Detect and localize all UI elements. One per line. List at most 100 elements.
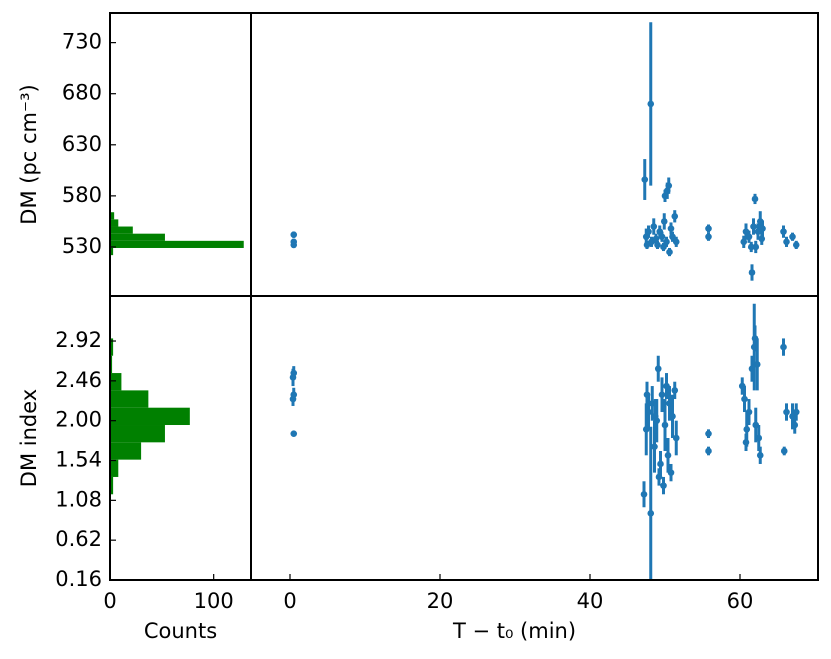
point [640,490,648,498]
point [652,235,660,243]
bar [110,338,114,356]
bar [110,247,114,256]
frame [250,295,819,581]
point [658,391,666,399]
bar [110,233,165,241]
point [740,238,748,246]
point [705,430,712,437]
point [745,233,753,241]
y-axis-label: DM index [17,389,41,487]
point [657,460,664,468]
bar [110,442,142,460]
point [650,223,658,230]
point [791,421,799,429]
bar [110,407,190,426]
point [661,421,669,429]
point [645,228,652,235]
point [705,233,712,241]
point [660,218,668,225]
point [660,243,667,251]
point [651,443,658,450]
point [671,387,679,394]
point [290,238,298,246]
point [654,365,662,373]
y-tick-label: 2.46 [55,368,102,392]
point [783,408,790,416]
point [667,225,675,232]
point [789,233,796,241]
point [705,447,712,455]
point [647,100,655,108]
frame [109,12,252,297]
point [658,233,666,241]
bar [110,212,115,220]
y-tick-label: 1.54 [55,448,102,472]
point [290,231,298,239]
point [672,238,680,246]
panel [110,338,190,495]
point [647,510,655,517]
point [745,408,753,416]
point [780,343,787,351]
point [758,235,766,243]
point [669,233,676,241]
y-tick-label: 630 [62,132,102,156]
x-axis-label: T − t₀ (min) [452,619,576,643]
y-tick-label: 730 [62,30,102,54]
y-tick-label: 580 [62,183,102,207]
point [289,395,297,403]
point [792,408,800,416]
point [756,452,764,459]
x-tick-label: 0 [103,589,116,613]
point [743,426,751,433]
bar [110,355,113,374]
bar [110,390,149,408]
point [654,241,661,249]
y-tick-label: 1.08 [55,487,102,511]
x-tick-label: 40 [577,589,604,613]
bar [110,219,119,227]
frame [250,12,819,297]
point [660,482,667,489]
point [741,395,748,403]
point [667,469,675,476]
x-tick-label: 60 [727,589,754,613]
x-tick-label: 20 [427,589,454,613]
point [783,238,790,246]
point [666,248,673,256]
point [665,182,673,189]
panel [289,303,800,580]
point [643,241,651,249]
point [753,361,761,368]
point [759,225,766,232]
y-tick-label: 2.00 [55,408,102,432]
bar [110,226,133,234]
point [672,434,680,442]
point [290,430,298,437]
point [792,241,800,249]
point [748,269,756,276]
panel [290,22,800,281]
x-axis-label: Counts [144,619,217,643]
point [645,408,652,416]
bar [110,459,119,477]
panel [110,212,244,256]
point [705,225,712,232]
point [780,447,788,455]
y-tick-label: 2.92 [55,328,102,352]
bar [110,425,165,443]
point [780,228,787,235]
point [747,243,755,251]
y-tick-label: 530 [62,234,102,258]
point [750,223,757,230]
y-axis-label: DM (pc cm⁻³) [17,84,41,224]
point [643,391,651,399]
point [751,195,759,203]
y-tick-label: 680 [62,81,102,105]
point [755,434,763,442]
bar [110,476,114,495]
point [664,452,672,459]
bar [110,240,244,248]
y-tick-label: 0.62 [55,527,102,551]
